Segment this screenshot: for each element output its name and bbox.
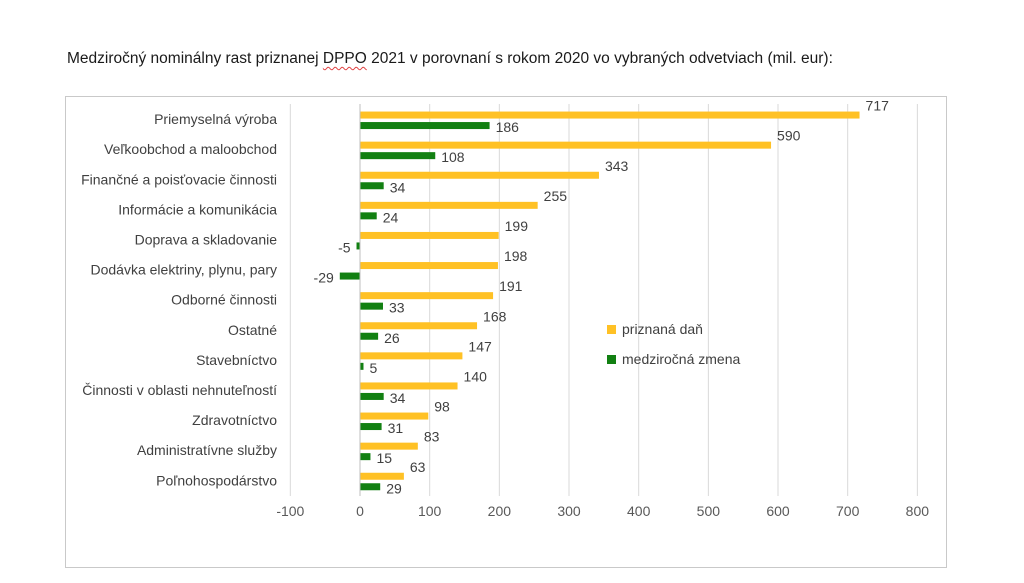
bar-priznana-dan <box>360 352 463 360</box>
bar-medzirocna-zmena <box>360 212 377 220</box>
bar-priznana-dan <box>360 322 478 330</box>
category-label: Činnosti v oblasti nehnuteľností <box>82 382 277 398</box>
bar-priznana-dan <box>360 201 538 209</box>
data-label-priznana-dan: 199 <box>505 218 529 234</box>
bar-priznana-dan <box>360 442 418 450</box>
data-label-medzirocna-zmena: 31 <box>388 420 404 436</box>
bar-priznana-dan <box>360 231 499 239</box>
bar-medzirocna-zmena <box>360 483 381 491</box>
bar-priznana-dan <box>360 171 599 179</box>
data-label-priznana-dan: 717 <box>866 98 890 114</box>
x-tick-label: 200 <box>488 503 512 519</box>
bar-medzirocna-zmena <box>360 423 382 431</box>
category-label: Dodávka elektriny, plynu, pary <box>91 262 278 278</box>
bar-priznana-dan <box>360 262 498 270</box>
bar-priznana-dan <box>360 412 429 420</box>
category-label: Poľnohospodárstvo <box>156 472 277 488</box>
category-label: Doprava a skladovanie <box>135 231 278 247</box>
data-label-medzirocna-zmena: 34 <box>390 390 406 406</box>
x-tick-label: 600 <box>766 503 790 519</box>
data-label-medzirocna-zmena: 33 <box>389 300 405 316</box>
data-label-priznana-dan: 255 <box>544 188 568 204</box>
bar-priznana-dan <box>360 472 404 480</box>
data-label-medzirocna-zmena: 15 <box>376 450 392 466</box>
data-label-medzirocna-zmena: 26 <box>384 330 400 346</box>
legend-swatch <box>607 325 616 334</box>
bar-medzirocna-zmena <box>360 302 383 310</box>
data-label-medzirocna-zmena: -5 <box>338 239 351 255</box>
x-tick-label: 0 <box>356 503 364 519</box>
data-label-priznana-dan: 147 <box>468 338 492 354</box>
legend-label: priznaná daň <box>622 321 703 337</box>
data-label-priznana-dan: 63 <box>410 459 426 475</box>
chart-frame <box>65 96 947 568</box>
title-part-2: 2021 v porovnaní s rokom 2020 vo vybraný… <box>366 50 833 67</box>
bar-medzirocna-zmena <box>360 453 371 461</box>
title-part-1: Medziročný nominálny rast priznanej <box>67 50 323 67</box>
bar-medzirocna-zmena <box>360 332 379 340</box>
data-label-medzirocna-zmena: 29 <box>386 480 402 496</box>
title-part-underlined: DPPO <box>322 50 367 67</box>
data-label-medzirocna-zmena: 34 <box>390 179 406 195</box>
category-label: Informácie a komunikácia <box>118 201 277 217</box>
bar-priznana-dan <box>360 382 458 390</box>
data-label-priznana-dan: 191 <box>499 278 523 294</box>
legend-label: medziročná zmena <box>622 351 740 367</box>
category-label: Zdravotníctvo <box>192 412 277 428</box>
data-label-priznana-dan: 98 <box>434 399 450 415</box>
data-label-priznana-dan: 168 <box>483 308 507 324</box>
category-label: Odborné činnosti <box>171 292 277 308</box>
x-tick-label: -100 <box>276 503 304 519</box>
bar-medzirocna-zmena <box>360 182 384 190</box>
data-label-priznana-dan: 343 <box>605 158 629 174</box>
x-tick-label: 400 <box>627 503 651 519</box>
category-label: Finančné a poisťovacie činnosti <box>81 171 277 187</box>
category-label: Stavebníctvo <box>196 352 277 368</box>
bar-medzirocna-zmena <box>360 362 364 370</box>
data-label-priznana-dan: 83 <box>424 429 440 445</box>
bar-medzirocna-zmena <box>360 122 490 130</box>
data-label-medzirocna-zmena: 186 <box>496 119 520 135</box>
bar-medzirocna-zmena <box>339 272 360 280</box>
bar-priznana-dan <box>360 111 860 119</box>
data-label-priznana-dan: 590 <box>777 128 801 144</box>
category-label: Priemyselná výroba <box>154 111 277 127</box>
category-label: Administratívne služby <box>137 442 277 458</box>
data-label-medzirocna-zmena: 24 <box>383 209 399 225</box>
chart-title: Medziročný nominálny rast priznanej DPPO… <box>67 50 833 68</box>
data-label-medzirocna-zmena: 108 <box>441 149 465 165</box>
bar-medzirocna-zmena <box>360 152 436 160</box>
legend-swatch <box>607 355 616 364</box>
x-tick-label: 300 <box>557 503 581 519</box>
x-tick-label: 100 <box>418 503 442 519</box>
data-label-priznana-dan: 140 <box>464 368 488 384</box>
data-label-priznana-dan: 198 <box>504 248 528 264</box>
bar-priznana-dan <box>360 141 772 149</box>
bar-priznana-dan <box>360 292 494 300</box>
data-label-medzirocna-zmena: 5 <box>369 360 377 376</box>
x-tick-label: 700 <box>836 503 860 519</box>
bar-medzirocna-zmena <box>360 392 384 400</box>
bar-medzirocna-zmena <box>356 242 360 250</box>
x-tick-label: 500 <box>697 503 721 519</box>
x-tick-label: 800 <box>906 503 930 519</box>
data-label-medzirocna-zmena: -29 <box>314 270 334 286</box>
category-label: Ostatné <box>228 322 277 338</box>
category-label: Veľkoobchod a maloobchod <box>104 141 277 157</box>
